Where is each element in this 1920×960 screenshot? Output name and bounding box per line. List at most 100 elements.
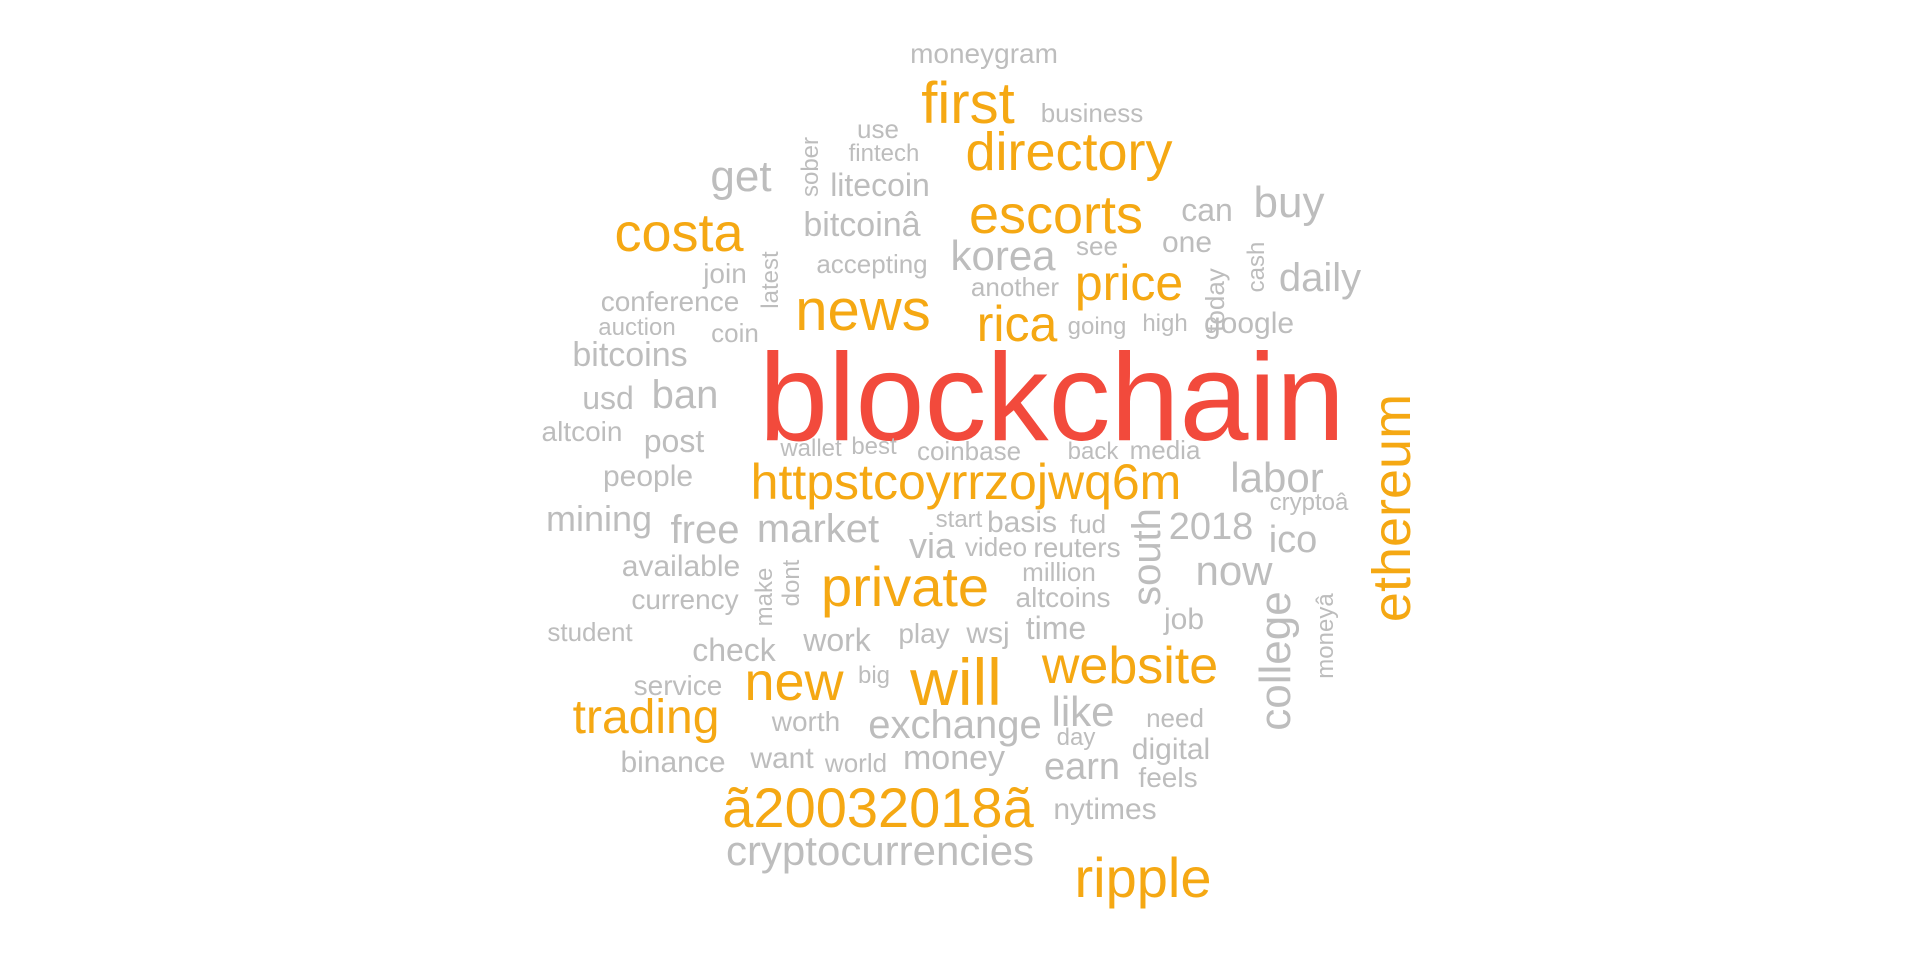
word-market: market: [756, 507, 880, 551]
word-currency: currency: [631, 584, 739, 615]
word-a20032018a: ã20032018ã: [722, 776, 1034, 839]
word-people: people: [602, 460, 694, 493]
word-see: see: [1076, 231, 1118, 261]
word-fintech: fintech: [848, 140, 920, 167]
word-another: another: [970, 272, 1060, 302]
word-going: going: [1067, 313, 1127, 340]
word-auction: auction: [598, 314, 676, 341]
word-buy: buy: [1253, 178, 1325, 227]
word-ripple: ripple: [1074, 846, 1212, 909]
word-moneygram: moneygram: [910, 38, 1058, 69]
word-httpstcoyrrzojwq6m: httpstcoyrrzojwq6m: [750, 454, 1182, 510]
word-world: world: [824, 748, 888, 778]
word-million: million: [1022, 557, 1096, 587]
word-work: work: [803, 622, 871, 658]
word-job: job: [1163, 603, 1205, 636]
word-price: price: [1074, 255, 1184, 311]
word-check: check: [692, 632, 776, 668]
word-can: can: [1181, 192, 1233, 228]
word-moneya: moneyâ: [1312, 593, 1339, 679]
word-use: use: [857, 114, 899, 144]
word-ico: ico: [1268, 519, 1318, 561]
word-feels: feels: [1138, 762, 1198, 793]
word-play: play: [898, 618, 950, 649]
word-directory: directory: [965, 122, 1173, 182]
word-join: join: [703, 258, 747, 289]
word-sober: sober: [797, 136, 824, 198]
word-like: like: [1051, 688, 1115, 735]
word-south: south: [1125, 508, 1169, 606]
word-daily: daily: [1278, 256, 1362, 300]
word-time: time: [1025, 610, 1087, 646]
word-cash: cash: [1243, 241, 1270, 293]
word-wsj: wsj: [966, 617, 1010, 650]
word-website: website: [1041, 637, 1219, 695]
word-dont: dont: [778, 559, 805, 607]
word-usd: usd: [582, 380, 634, 416]
word-bitcoina: bitcoinâ: [803, 206, 921, 244]
word-litecoin: litecoin: [830, 167, 930, 203]
word-free: free: [670, 508, 740, 552]
word-media: media: [1129, 435, 1201, 465]
word-digital: digital: [1131, 733, 1211, 766]
word-video: video: [964, 532, 1028, 562]
word-conference: conference: [600, 286, 740, 317]
word-ethereum: ethereum: [1362, 393, 1422, 623]
word-want: want: [750, 742, 814, 775]
word-bitcoins: bitcoins: [572, 336, 688, 374]
word-via: via: [908, 525, 956, 566]
word-worth: worth: [771, 706, 841, 737]
word-big: big: [857, 662, 891, 689]
word-korea: korea: [950, 232, 1056, 279]
word-nytimes: nytimes: [1053, 793, 1157, 826]
word-rica: rica: [976, 296, 1058, 352]
word-mining: mining: [545, 498, 653, 539]
word-exchange: exchange: [868, 703, 1042, 747]
word-college: college: [1251, 591, 1300, 731]
word-need: need: [1146, 703, 1204, 733]
word-basis: basis: [986, 506, 1058, 539]
word-back: back: [1067, 438, 1119, 465]
word-latest: latest: [757, 251, 784, 309]
word-private: private: [820, 555, 990, 618]
word-high: high: [1142, 310, 1188, 337]
word-wallet: wallet: [780, 435, 842, 462]
word-ban: ban: [651, 373, 719, 417]
word-will: will: [910, 645, 1002, 719]
word-service: service: [633, 670, 723, 701]
word-best: best: [851, 433, 897, 460]
word-costa: costa: [614, 203, 744, 263]
word-google: google: [1203, 307, 1295, 340]
word-one: one: [1161, 226, 1213, 259]
word-2018: 2018: [1168, 506, 1254, 548]
word-labor: labor: [1230, 454, 1324, 501]
word-new: new: [744, 652, 844, 712]
word-day: day: [1056, 724, 1096, 751]
word-post: post: [643, 423, 705, 459]
word-cryptocurrencies: cryptocurrencies: [725, 827, 1035, 874]
word-altcoin: altcoin: [541, 416, 623, 447]
word-blockchain: blockchain: [759, 329, 1345, 467]
word-escorts: escorts: [968, 185, 1144, 245]
word-coin: coin: [711, 318, 759, 348]
word-fud: fud: [1069, 509, 1107, 539]
word-student: student: [547, 617, 633, 647]
word-get: get: [710, 152, 772, 201]
word-binance: binance: [620, 746, 726, 779]
word-business: business: [1040, 98, 1144, 128]
word-coinbase: coinbase: [916, 436, 1022, 466]
word-first: first: [921, 71, 1015, 136]
word-money: money: [902, 739, 1006, 777]
word-start: start: [935, 506, 983, 533]
word-available: available: [621, 550, 741, 583]
word-reuters: reuters: [1033, 532, 1121, 563]
word-earn: earn: [1043, 746, 1121, 788]
word-make: make: [751, 567, 778, 627]
word-altcoins: altcoins: [1015, 582, 1111, 613]
word-accepting: accepting: [816, 249, 928, 279]
word-now: now: [1195, 547, 1273, 594]
word-news: news: [795, 278, 931, 343]
word-cryptoa: cryptoâ: [1269, 489, 1349, 516]
word-trading: trading: [572, 691, 720, 744]
